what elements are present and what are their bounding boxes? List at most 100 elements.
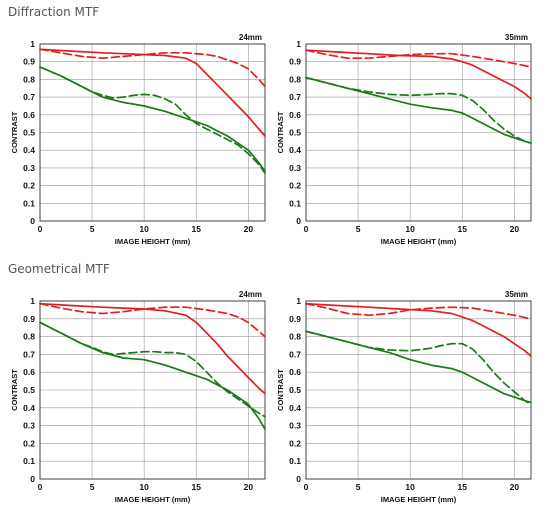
focal-length-label: 24mm [239, 33, 262, 42]
red-solid-series-line [305, 49, 532, 100]
x-tick-label: 10 [139, 482, 149, 492]
y-tick-label: 0.9 [23, 314, 35, 324]
x-axis-label: IMAGE HEIGHT (mm) [381, 237, 457, 246]
section-title-geometrical: Geometrical MTF [8, 262, 110, 276]
y-tick-label: 0.8 [289, 74, 301, 84]
x-tick-label: 10 [405, 224, 415, 234]
y-tick-label: 1 [296, 39, 301, 49]
focal-length-label: 35mm [505, 33, 528, 42]
y-tick-label: 0.8 [289, 332, 301, 342]
green-solid-series-line [305, 76, 532, 144]
y-axis-label: CONTRAST [10, 111, 19, 153]
y-axis-label: CONTRAST [276, 369, 285, 411]
y-tick-label: 0.4 [289, 403, 301, 413]
plot-frame [39, 43, 266, 222]
y-tick-label: 0 [296, 474, 301, 484]
mtf-chart-2: 00.10.20.30.40.50.60.70.80.910 5 10 15 20IMA… [10, 290, 266, 504]
x-tick-label: 0 [304, 224, 309, 234]
green-dashed-series-line [305, 330, 532, 406]
y-tick-label: 1 [30, 39, 35, 49]
y-axis-label: CONTRAST [10, 369, 19, 411]
x-axis-label: IMAGE HEIGHT (mm) [115, 237, 191, 246]
red-dashed-series-line [305, 302, 532, 320]
x-tick-label: 0 [38, 224, 43, 234]
green-dashed-series-line [305, 76, 532, 144]
red-dashed-series-line [39, 48, 266, 88]
y-tick-label: 0.4 [23, 403, 35, 413]
y-tick-label: 0.5 [23, 128, 35, 138]
y-tick-label: 0.5 [289, 385, 301, 395]
x-tick-label: 20 [244, 482, 254, 492]
red-solid-series-line [39, 48, 266, 137]
y-tick-label: 0.3 [23, 421, 35, 431]
x-axis-label: IMAGE HEIGHT (mm) [381, 495, 457, 504]
y-tick-label: 0.7 [289, 92, 301, 102]
y-tick-label: 0.8 [23, 74, 35, 84]
mtf-chart-3: 00.10.20.30.40.50.60.70.80.910 5 10 15 20IMA… [276, 290, 532, 504]
x-tick-label: 15 [458, 482, 468, 492]
y-tick-label: 0.7 [23, 92, 35, 102]
y-tick-label: 0 [30, 474, 35, 484]
x-tick-label: 5 [90, 482, 95, 492]
x-tick-label: 5 [356, 482, 361, 492]
y-tick-label: 0.3 [289, 163, 301, 173]
x-tick-label: 0 [38, 482, 43, 492]
y-tick-label: 0.6 [289, 367, 301, 377]
y-tick-label: 1 [296, 296, 301, 306]
red-dashed-series-line [39, 302, 266, 338]
x-tick-label: 5 [356, 224, 361, 234]
red-dashed-series-line [305, 49, 532, 68]
green-dashed-series-line [39, 66, 266, 175]
y-tick-label: 0.1 [289, 198, 301, 208]
focal-length-label: 24mm [239, 290, 262, 299]
red-solid-series-line [39, 302, 266, 395]
y-tick-label: 0.2 [289, 181, 301, 191]
y-tick-label: 0.6 [23, 110, 35, 120]
y-tick-label: 0.3 [289, 421, 301, 431]
y-tick-label: 0.8 [23, 332, 35, 342]
y-tick-label: 0.2 [23, 438, 35, 448]
x-tick-label: 0 [304, 482, 309, 492]
y-tick-label: 0.4 [23, 145, 35, 155]
x-tick-label: 10 [139, 224, 149, 234]
y-tick-label: 0.1 [23, 198, 35, 208]
y-tick-label: 0.3 [23, 163, 35, 173]
x-tick-label: 5 [90, 224, 95, 234]
y-tick-label: 0.6 [289, 110, 301, 120]
y-tick-label: 0.7 [289, 349, 301, 359]
plot-frame [39, 300, 266, 480]
y-tick-label: 0 [296, 216, 301, 226]
x-tick-label: 15 [192, 224, 202, 234]
y-tick-label: 0.1 [23, 456, 35, 466]
y-tick-label: 0.6 [23, 367, 35, 377]
y-tick-label: 0.4 [289, 145, 301, 155]
green-solid-series-line [305, 330, 532, 404]
plot-frame [305, 43, 532, 222]
green-solid-series-line [39, 321, 266, 431]
y-tick-label: 0.1 [289, 456, 301, 466]
y-tick-label: 0.9 [289, 57, 301, 67]
y-tick-label: 0.5 [289, 128, 301, 138]
y-tick-label: 0.9 [289, 314, 301, 324]
x-tick-label: 20 [510, 224, 520, 234]
x-tick-label: 20 [244, 224, 254, 234]
x-tick-label: 10 [405, 482, 415, 492]
x-tick-label: 15 [458, 224, 468, 234]
y-tick-label: 0.5 [23, 385, 35, 395]
y-tick-label: 0.7 [23, 349, 35, 359]
y-tick-label: 0.2 [23, 181, 35, 191]
mtf-chart-0: 00.10.20.30.40.50.60.70.80.910 5 10 15 20IMA… [10, 33, 266, 246]
y-axis-label: CONTRAST [276, 111, 285, 153]
green-dashed-series-line [39, 321, 266, 418]
red-solid-series-line [305, 302, 532, 358]
mtf-chart-1: 00.10.20.30.40.50.60.70.80.910 5 10 15 20IMA… [276, 33, 532, 246]
y-tick-label: 1 [30, 296, 35, 306]
y-tick-label: 0.9 [23, 57, 35, 67]
plot-frame [305, 300, 532, 480]
focal-length-label: 35mm [505, 290, 528, 299]
x-axis-label: IMAGE HEIGHT (mm) [115, 495, 191, 504]
x-tick-label: 15 [192, 482, 202, 492]
y-tick-label: 0 [30, 216, 35, 226]
y-tick-label: 0.2 [289, 438, 301, 448]
